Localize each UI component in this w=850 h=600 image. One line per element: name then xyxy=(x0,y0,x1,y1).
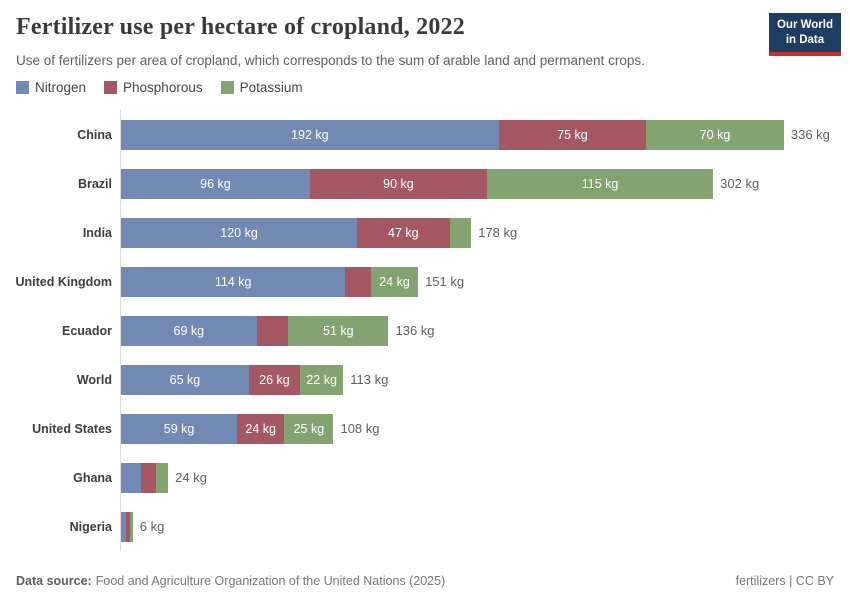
bar-segment-phosphorous[interactable] xyxy=(345,266,371,297)
bar-row: Nigeria 6 kg xyxy=(0,502,850,551)
legend-label: Nitrogen xyxy=(35,80,87,95)
bar-stack: 114 kg 24 kg xyxy=(121,266,419,297)
stacked-bar-chart: China 192 kg 75 kg 70 kg 336 kg Brazil 96 kg 90… xyxy=(0,110,850,553)
bar-row: Ecuador 69 kg 51 kg 136 kg xyxy=(0,306,850,355)
legend: Nitrogen Phosphorous Potassium xyxy=(16,80,834,95)
total-value-label: 113 kg xyxy=(350,372,389,387)
bar-stack: 65 kg 26 kg 22 kg xyxy=(121,364,344,395)
data-source-label: Data source: xyxy=(16,574,92,588)
total-value-label: 136 kg xyxy=(395,323,435,338)
bar-row: Brazil 96 kg 90 kg 115 kg 302 kg xyxy=(0,159,850,208)
legend-item-potassium[interactable]: Potassium xyxy=(220,80,303,95)
bar-segment-phosphorous[interactable]: 90 kg xyxy=(309,168,487,199)
bar-segment-potassium[interactable] xyxy=(449,217,472,248)
total-value-label: 108 kg xyxy=(340,421,380,436)
total-value-label: 151 kg xyxy=(425,274,465,289)
legend-swatch-icon xyxy=(16,81,29,94)
bar-row: World 65 kg 26 kg 22 kg 113 kg xyxy=(0,355,850,404)
category-label[interactable]: United Kingdom xyxy=(15,274,112,289)
bar-segment-phosphorous[interactable] xyxy=(125,511,130,542)
bar-segment-potassium[interactable]: 51 kg xyxy=(288,315,389,346)
bar-segment-phosphorous[interactable]: 26 kg xyxy=(248,364,300,395)
bar-segment-phosphorous[interactable] xyxy=(140,462,157,493)
page-title: Fertilizer use per hectare of cropland, … xyxy=(16,14,465,40)
total-value-label: 24 kg xyxy=(175,470,207,485)
chart-subtitle: Use of fertilizers per area of cropland,… xyxy=(16,53,645,68)
bar-row: United States 59 kg 24 kg 25 kg 108 kg xyxy=(0,404,850,453)
total-value-label: 6 kg xyxy=(139,519,165,534)
category-label[interactable]: World xyxy=(76,372,112,387)
bar-segment-nitrogen[interactable] xyxy=(121,462,141,493)
category-label[interactable]: Ecuador xyxy=(61,323,112,338)
owid-logo-line2: in Data xyxy=(785,33,825,46)
category-label[interactable]: China xyxy=(77,127,112,142)
bar-segment-phosphorous[interactable]: 75 kg xyxy=(498,119,647,150)
bar-stack: 120 kg 47 kg xyxy=(121,217,472,248)
category-label[interactable]: India xyxy=(82,225,112,240)
bar-stack: 69 kg 51 kg xyxy=(121,315,389,346)
bar-segment-phosphorous[interactable] xyxy=(256,315,289,346)
bar-segment-potassium[interactable] xyxy=(156,462,169,493)
bar-stack xyxy=(121,511,133,542)
y-axis-line xyxy=(120,110,121,551)
legend-swatch-icon xyxy=(104,81,118,94)
bar-segment-potassium[interactable]: 70 kg xyxy=(646,119,784,150)
total-value-label: 336 kg xyxy=(790,127,830,142)
bar-row: China 192 kg 75 kg 70 kg 336 kg xyxy=(0,110,850,159)
bar-segment-nitrogen[interactable]: 69 kg xyxy=(121,315,257,346)
data-source-text: Food and Agriculture Organization of the… xyxy=(95,574,446,588)
category-label[interactable]: Nigeria xyxy=(69,519,112,534)
owid-logo-line1: Our World xyxy=(776,19,833,31)
category-label[interactable]: United States xyxy=(32,421,112,436)
total-value-label: 178 kg xyxy=(478,225,518,240)
category-label[interactable]: Brazil xyxy=(77,176,112,191)
chart-footer: Data source: Food and Agriculture Organiz… xyxy=(16,574,834,588)
bar-stack: 192 kg 75 kg 70 kg xyxy=(121,119,784,150)
legend-swatch-icon xyxy=(220,81,234,94)
bar-segment-phosphorous[interactable]: 47 kg xyxy=(357,217,450,248)
bar-segment-nitrogen[interactable]: 192 kg xyxy=(121,119,499,150)
bar-stack: 59 kg 24 kg 25 kg xyxy=(121,413,334,444)
bar-stack xyxy=(121,462,169,493)
category-label[interactable]: Ghana xyxy=(73,470,112,485)
bar-segment-potassium[interactable]: 25 kg xyxy=(284,413,334,444)
bar-segment-phosphorous[interactable]: 24 kg xyxy=(237,413,285,444)
bar-segment-nitrogen[interactable]: 114 kg xyxy=(121,266,346,297)
bar-segment-potassium[interactable]: 115 kg xyxy=(486,168,714,199)
legend-label: Potassium xyxy=(239,80,303,95)
bar-segment-nitrogen[interactable]: 65 kg xyxy=(121,364,249,395)
bar-segment-nitrogen[interactable] xyxy=(121,511,126,542)
bar-segment-nitrogen[interactable]: 96 kg xyxy=(121,168,310,199)
bar-row: United Kingdom 114 kg 24 kg 151 kg xyxy=(0,257,850,306)
legend-label: Phosphorous xyxy=(123,80,203,95)
bar-row: Ghana 24 kg xyxy=(0,453,850,502)
license-link[interactable]: fertilizers | CC BY xyxy=(735,574,834,588)
bar-segment-nitrogen[interactable]: 59 kg xyxy=(121,413,238,444)
bar-row: India 120 kg 47 kg 178 kg xyxy=(0,208,850,257)
bar-segment-nitrogen[interactable]: 120 kg xyxy=(121,217,358,248)
bar-segment-potassium[interactable]: 24 kg xyxy=(370,266,419,297)
legend-item-phosphorous[interactable]: Phosphorous xyxy=(104,80,203,95)
bar-segment-potassium[interactable]: 22 kg xyxy=(299,364,344,395)
bar-stack: 96 kg 90 kg 115 kg xyxy=(121,168,714,199)
owid-logo[interactable]: Our World in Data xyxy=(768,13,841,56)
legend-item-nitrogen[interactable]: Nitrogen xyxy=(16,80,86,95)
total-value-label: 302 kg xyxy=(720,176,760,191)
data-source: Data source: Food and Agriculture Organiz… xyxy=(16,574,445,588)
bar-segment-potassium[interactable] xyxy=(129,511,133,542)
